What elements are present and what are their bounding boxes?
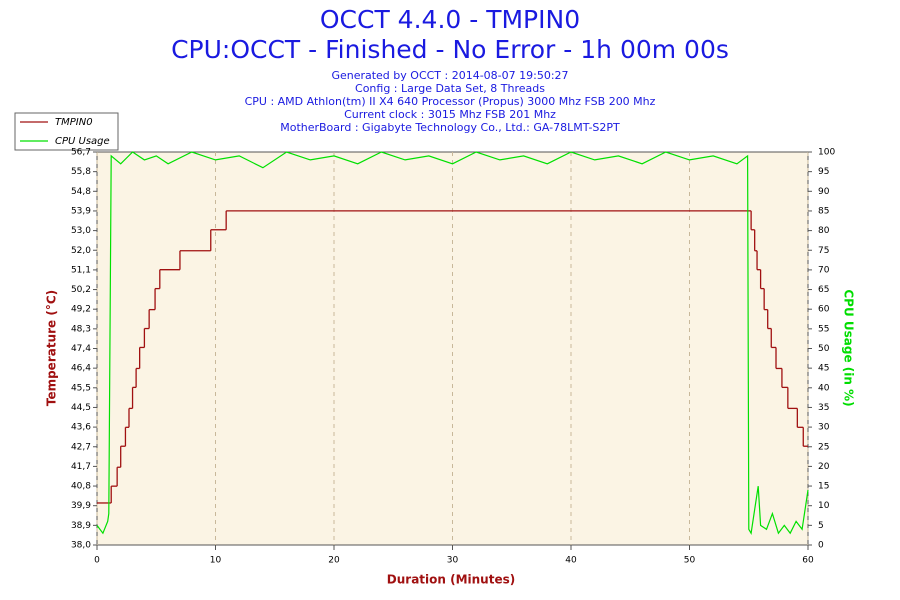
legend-label: TMPIN0 xyxy=(55,117,93,128)
y-tick-label: 40,8 xyxy=(71,482,91,492)
y2-tick-label: 35 xyxy=(818,403,829,413)
y-tick-label: 38,0 xyxy=(71,541,91,551)
y2-tick-label: 80 xyxy=(818,226,830,236)
y-tick-label: 42,7 xyxy=(71,442,91,452)
x-tick-label: 50 xyxy=(684,556,696,566)
y-tick-label: 45,5 xyxy=(71,383,91,393)
x-tick-label: 20 xyxy=(328,556,340,566)
y2-tick-label: 10 xyxy=(818,501,830,511)
y2-tick-label: 70 xyxy=(818,265,830,275)
x-tick-label: 0 xyxy=(94,556,100,566)
y2-tick-label: 55 xyxy=(818,324,829,334)
info-line: CPU : AMD Athlon(tm) II X4 640 Processor… xyxy=(245,95,656,108)
legend-box xyxy=(14,112,119,151)
y2-tick-label: 95 xyxy=(818,167,829,177)
y-tick-label: 53,9 xyxy=(71,206,91,216)
y2-tick-label: 40 xyxy=(818,383,830,393)
y2-tick-label: 20 xyxy=(818,462,830,472)
y2-tick-label: 90 xyxy=(818,187,830,197)
y-tick-label: 39,9 xyxy=(71,501,91,511)
y-tick-label: 46,4 xyxy=(71,364,91,374)
y-tick-label: 52,0 xyxy=(71,246,91,256)
legend-label: CPU Usage xyxy=(55,136,110,147)
y2-axis-label: CPU Usage (in %) xyxy=(842,289,856,406)
y2-tick-label: 100 xyxy=(818,148,835,158)
y2-tick-label: 65 xyxy=(818,285,829,295)
info-line: Generated by OCCT : 2014-08-07 19:50:27 xyxy=(331,69,568,82)
series-line xyxy=(96,151,809,535)
y2-tick-label: 50 xyxy=(818,344,830,354)
y-tick-label: 51,1 xyxy=(71,265,91,275)
x-tick-label: 60 xyxy=(802,556,814,566)
y2-tick-label: 30 xyxy=(818,423,830,433)
y2-tick-label: 0 xyxy=(818,541,824,551)
y2-tick-label: 60 xyxy=(818,305,830,315)
y-tick-label: 44,5 xyxy=(71,403,91,413)
x-axis-label: Duration (Minutes) xyxy=(387,573,515,587)
y-tick-label: 49,2 xyxy=(71,305,91,315)
x-tick-label: 40 xyxy=(565,556,577,566)
y-axis-label: Temperature (°C) xyxy=(45,290,59,406)
y-tick-label: 54,8 xyxy=(71,187,91,197)
chart-subtitle: CPU:OCCT - Finished - No Error - 1h 00m … xyxy=(171,35,729,64)
y2-tick-label: 5 xyxy=(818,521,824,531)
y2-tick-label: 15 xyxy=(818,482,829,492)
y-tick-label: 41,7 xyxy=(71,462,91,472)
y2-tick-label: 85 xyxy=(818,206,829,216)
y2-tick-label: 25 xyxy=(818,442,829,452)
x-tick-label: 30 xyxy=(447,556,459,566)
x-tick-label: 10 xyxy=(210,556,222,566)
y-tick-label: 55,8 xyxy=(71,167,91,177)
info-line: Config : Large Data Set, 8 Threads xyxy=(355,82,545,95)
y-tick-label: 56,7 xyxy=(71,148,91,158)
y-tick-label: 48,3 xyxy=(71,324,91,334)
y-tick-label: 53,0 xyxy=(71,226,91,236)
y-tick-label: 50,2 xyxy=(71,285,91,295)
y-tick-label: 38,9 xyxy=(71,521,91,531)
info-line: MotherBoard : Gigabyte Technology Co., L… xyxy=(280,121,620,134)
info-line: Current clock : 3015 Mhz FSB 201 Mhz xyxy=(344,108,556,121)
chart-title: OCCT 4.4.0 - TMPIN0 xyxy=(320,5,580,34)
y2-tick-label: 45 xyxy=(818,364,829,374)
y2-tick-label: 75 xyxy=(818,246,829,256)
y-tick-label: 43,6 xyxy=(71,423,91,433)
y-tick-label: 47,4 xyxy=(71,344,91,354)
